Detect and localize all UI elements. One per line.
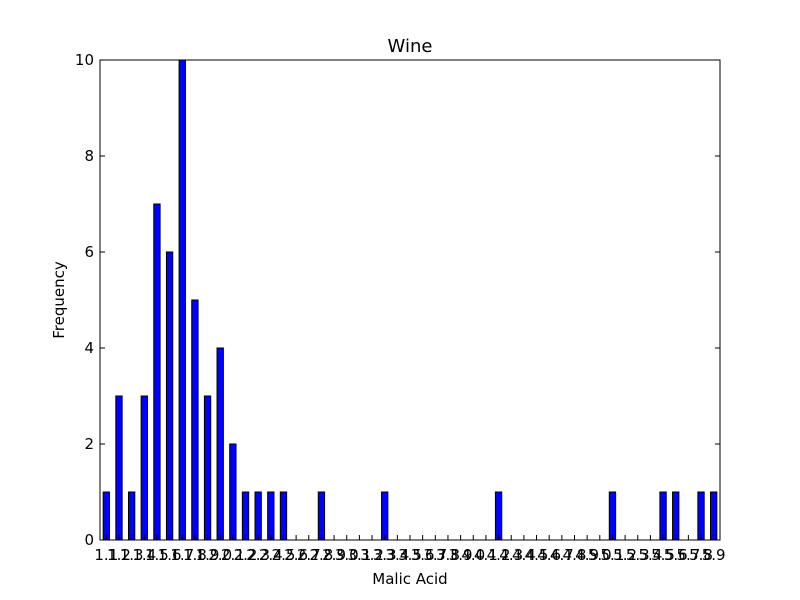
x-tick-label: 1.4 — [132, 546, 156, 564]
x-tick-label: 3.4 — [385, 546, 409, 564]
bar — [254, 491, 262, 541]
x-tick-label: 3.0 — [335, 546, 359, 564]
x-tick-label: 3.1 — [347, 546, 371, 564]
x-tick-label: 1.8 — [183, 546, 207, 564]
bars-group — [102, 59, 718, 541]
x-tick-label: 2.1 — [221, 546, 245, 564]
x-tick-label: 2.8 — [309, 546, 333, 564]
x-tick-label: 2.7 — [297, 546, 321, 564]
bar — [608, 491, 617, 541]
x-tick-label: 5.5 — [651, 546, 675, 564]
bar — [115, 395, 123, 541]
bar — [153, 203, 161, 541]
x-tick-label: 4.1 — [474, 546, 498, 564]
x-tick-label: 5.0 — [588, 546, 612, 564]
y-axis: 0 2 4 6 8 10 — [75, 51, 720, 549]
x-tick-label: 4.7 — [550, 546, 574, 564]
x-tick-label: 1.7 — [170, 546, 194, 564]
x-tick-label: 2.4 — [259, 546, 283, 564]
x-tick-label: 3.2 — [360, 546, 384, 564]
x-tick-label: 4.6 — [537, 546, 561, 564]
x-axis: 1.11.21.31.41.51.61.71.81.92.02.12.22.32… — [94, 535, 726, 564]
bar — [381, 491, 389, 541]
bar — [229, 443, 237, 541]
x-tick-label: 2.0 — [208, 546, 232, 564]
x-tick-label: 2.6 — [284, 546, 308, 564]
bar — [241, 491, 250, 541]
y-tick-label: 4 — [84, 339, 94, 357]
x-tick-label: 1.3 — [120, 546, 144, 564]
x-tick-label: 4.9 — [575, 546, 599, 564]
x-tick-label: 5.2 — [613, 546, 637, 564]
bar — [697, 491, 705, 541]
x-tick-label: 5.6 — [664, 546, 688, 564]
x-tick-label: 5.8 — [689, 546, 713, 564]
bar — [102, 491, 110, 541]
x-tick-label: 4.0 — [461, 546, 485, 564]
x-tick-label: 4.5 — [525, 546, 549, 564]
bar — [178, 59, 186, 541]
x-tick-label: 1.1 — [94, 546, 118, 564]
bar — [267, 491, 275, 541]
bar — [191, 299, 199, 541]
chart-title: Wine — [388, 36, 433, 57]
bar — [140, 395, 148, 541]
x-tick-label: 3.8 — [436, 546, 460, 564]
x-tick-label: 2.3 — [246, 546, 270, 564]
y-axis-label: Frequency — [50, 261, 68, 339]
bar — [165, 251, 174, 541]
x-tick-label: 4.3 — [499, 546, 523, 564]
y-tick-label: 8 — [84, 147, 94, 165]
x-tick-label: 5.1 — [601, 546, 625, 564]
bar — [494, 491, 503, 541]
x-tick-label: 4.8 — [563, 546, 587, 564]
x-tick-label: 1.6 — [158, 546, 182, 564]
x-tick-label: 3.3 — [373, 546, 397, 564]
x-tick-label: 1.2 — [107, 546, 131, 564]
y-tick-label: 0 — [84, 531, 94, 549]
x-tick-label: 3.7 — [423, 546, 447, 564]
x-tick-label: 2.5 — [272, 546, 296, 564]
x-tick-label: 5.9 — [702, 546, 726, 564]
x-tick-label: 4.4 — [512, 546, 536, 564]
x-tick-label: 3.5 — [398, 546, 422, 564]
bar — [659, 491, 667, 541]
x-tick-label: 1.9 — [196, 546, 220, 564]
bar — [203, 395, 212, 541]
x-tick-label: 4.2 — [487, 546, 511, 564]
y-tick-label: 6 — [84, 243, 94, 261]
bar — [317, 491, 326, 541]
x-tick-label: 5.3 — [626, 546, 650, 564]
x-tick-label: 2.2 — [234, 546, 258, 564]
x-tick-label: 5.4 — [638, 546, 662, 564]
x-axis-label: Malic Acid — [372, 570, 447, 588]
x-tick-label: 2.9 — [322, 546, 346, 564]
x-tick-label: 3.6 — [411, 546, 435, 564]
bar — [710, 491, 718, 541]
y-tick-label: 2 — [84, 435, 94, 453]
bar — [216, 347, 224, 541]
x-tick-label: 3.9 — [449, 546, 473, 564]
y-tick-label: 10 — [75, 51, 94, 69]
x-tick-label: 1.5 — [145, 546, 169, 564]
bar — [672, 491, 680, 541]
x-tick-label: 5.7 — [676, 546, 700, 564]
bar — [127, 491, 136, 541]
bar — [279, 491, 288, 541]
